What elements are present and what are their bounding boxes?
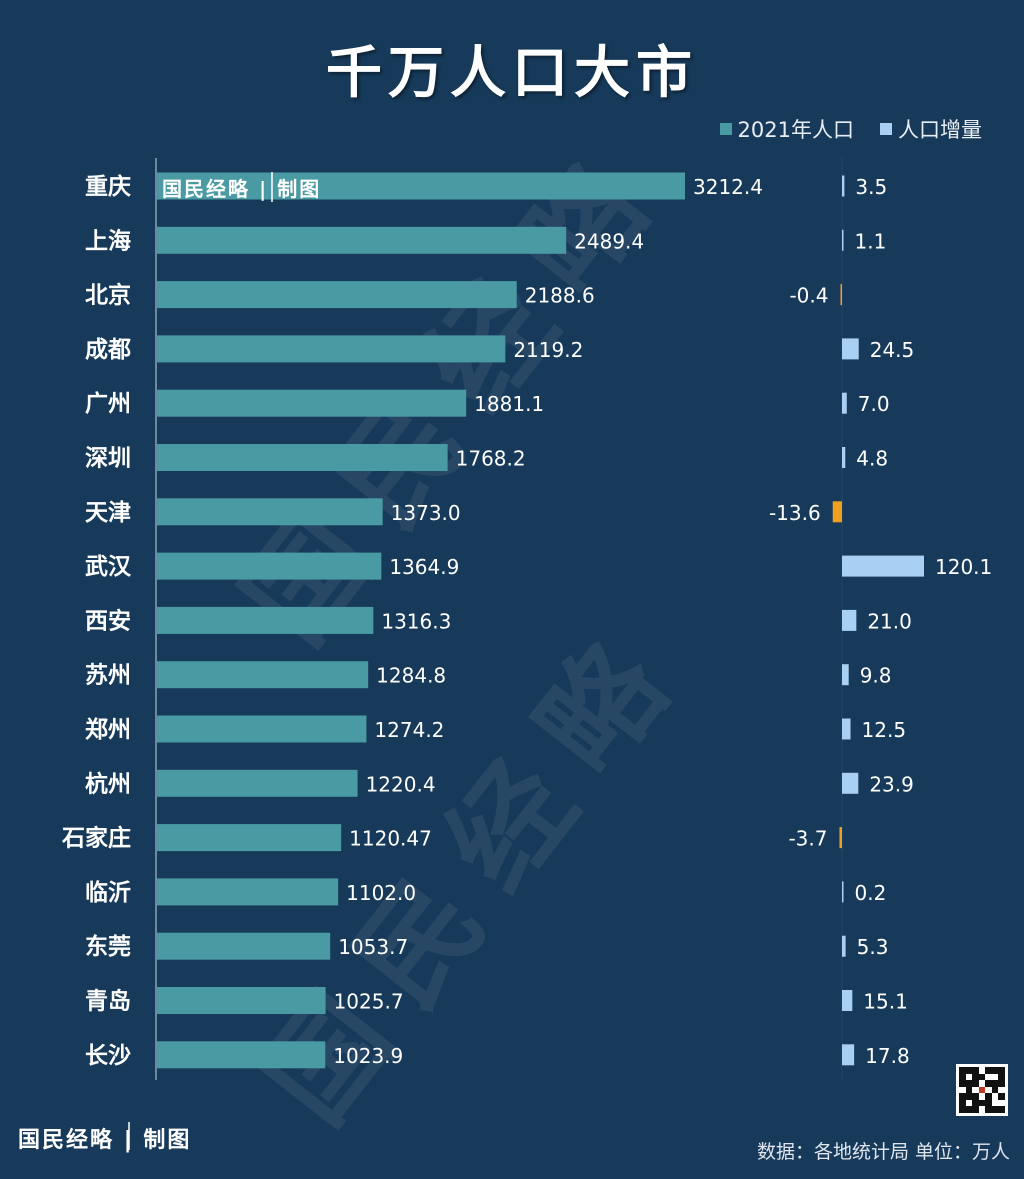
legend-item-increase: 人口增量: [880, 114, 982, 144]
category-label: 苏州: [85, 663, 131, 689]
population-value-label: 1274.2: [374, 718, 444, 742]
population-value-label: 1120.47: [349, 827, 432, 851]
increase-value-label: 4.8: [856, 447, 888, 471]
increase-value-label: 3.5: [855, 175, 887, 199]
category-label: 长沙: [85, 1043, 131, 1069]
increase-value-label: 5.3: [857, 935, 889, 959]
population-bar: [157, 281, 517, 309]
increase-bar: [842, 990, 853, 1011]
population-value-label: 2119.2: [513, 338, 583, 362]
category-label: 武汉: [85, 554, 132, 580]
category-label: 重庆: [85, 173, 131, 200]
population-bar: [157, 878, 339, 906]
brand-footer: 国民经略 | 制图: [18, 1127, 192, 1153]
category-label: 杭州: [85, 770, 131, 797]
population-bar: [157, 444, 448, 471]
population-bar: [157, 172, 685, 200]
population-bar: [157, 552, 382, 580]
category-label: 西安: [85, 607, 131, 634]
increase-value-label: 23.9: [869, 772, 914, 796]
increase-bar: [842, 229, 844, 251]
increase-bar: [842, 555, 924, 577]
increase-bar: [842, 935, 846, 957]
increase-value-label: -13.6: [769, 501, 821, 525]
category-label: 青岛: [85, 988, 131, 1015]
increase-bar: [842, 664, 849, 686]
source-note: 数据：各地统计局 单位：万人: [756, 1141, 1010, 1163]
category-label: 石家庄: [61, 825, 131, 852]
increase-value-label: 24.5: [870, 338, 915, 362]
increase-bar: [842, 718, 851, 740]
increase-value-label: 9.8: [860, 664, 892, 688]
category-label: 北京: [85, 282, 131, 309]
population-bar: [157, 824, 342, 852]
population-value-label: 1023.9: [333, 1044, 403, 1068]
legend-label-increase: 人口增量: [898, 118, 982, 142]
legend-label-population: 2021年人口: [737, 118, 854, 142]
increase-bar: [840, 284, 842, 306]
population-bar: [157, 769, 358, 797]
qr-code-icon: [956, 1064, 1008, 1116]
increase-bar: [842, 392, 847, 414]
increase-value-label: -3.7: [788, 827, 827, 851]
increase-value-label: -0.4: [789, 284, 828, 308]
category-label: 东莞: [85, 933, 131, 960]
population-bar: [157, 226, 567, 254]
population-value-label: 1881.1: [474, 392, 544, 416]
increase-value-label: 15.1: [863, 990, 908, 1014]
population-bar: [157, 606, 374, 634]
increase-value-label: 7.0: [858, 392, 890, 416]
category-label: 上海: [85, 227, 131, 254]
increase-bar: [832, 501, 842, 523]
increase-bar: [842, 1044, 855, 1066]
category-label: 成都: [85, 337, 131, 363]
chart-title: 千万人口大市: [326, 41, 698, 106]
increase-bar: [842, 609, 857, 631]
population-bar: [157, 987, 326, 1014]
population-value-label: 1373.0: [391, 501, 461, 525]
population-value-label: 1220.4: [366, 772, 436, 796]
increase-value-label: 120.1: [935, 555, 992, 579]
increase-value-label: 0.2: [855, 881, 887, 905]
population-value-label: 2188.6: [525, 284, 595, 308]
population-bar: [157, 335, 506, 363]
increase-value-label: 17.8: [865, 1044, 910, 1068]
population-value-label: 3212.4: [693, 175, 763, 199]
category-label: 天津: [85, 499, 131, 526]
increase-bar: [842, 338, 859, 360]
population-value-label: 1102.0: [346, 881, 416, 905]
increase-value-label: 21.0: [867, 609, 912, 633]
legend-swatch-increase: [880, 123, 892, 135]
increase-value-label: 1.1: [855, 229, 887, 253]
increase-value-label: 12.5: [862, 718, 907, 742]
legend-item-population: 2021年人口: [719, 114, 854, 144]
increase-bar: [842, 772, 859, 794]
population-value-label: 1025.7: [334, 990, 404, 1014]
population-bar: [157, 932, 331, 960]
population-bar: [157, 1041, 326, 1069]
category-label: 深圳: [85, 446, 131, 472]
population-bar: [157, 715, 367, 743]
population-value-label: 1284.8: [376, 664, 446, 688]
population-value-label: 1364.9: [389, 555, 459, 579]
increase-bar: [842, 175, 845, 197]
increase-bar: [842, 881, 844, 903]
increase-bar: [842, 447, 846, 468]
population-value-label: 1053.7: [338, 935, 408, 959]
population-bar: [157, 498, 383, 526]
population-bar: [157, 389, 467, 417]
category-label: 广州: [85, 390, 131, 417]
legend-swatch-population: [719, 123, 732, 135]
population-value-label: 1768.2: [456, 447, 526, 471]
population-value-label: 1316.3: [381, 609, 451, 633]
brand-inline-label: 国民经略 | 制图: [162, 177, 322, 201]
chart-legend: 2021年人口 人口增量: [719, 114, 982, 144]
category-label: 郑州: [85, 717, 131, 743]
category-label: 临沂: [85, 879, 131, 906]
population-value-label: 2489.4: [574, 229, 644, 253]
population-bar: [157, 661, 369, 689]
increase-bar: [839, 827, 842, 849]
